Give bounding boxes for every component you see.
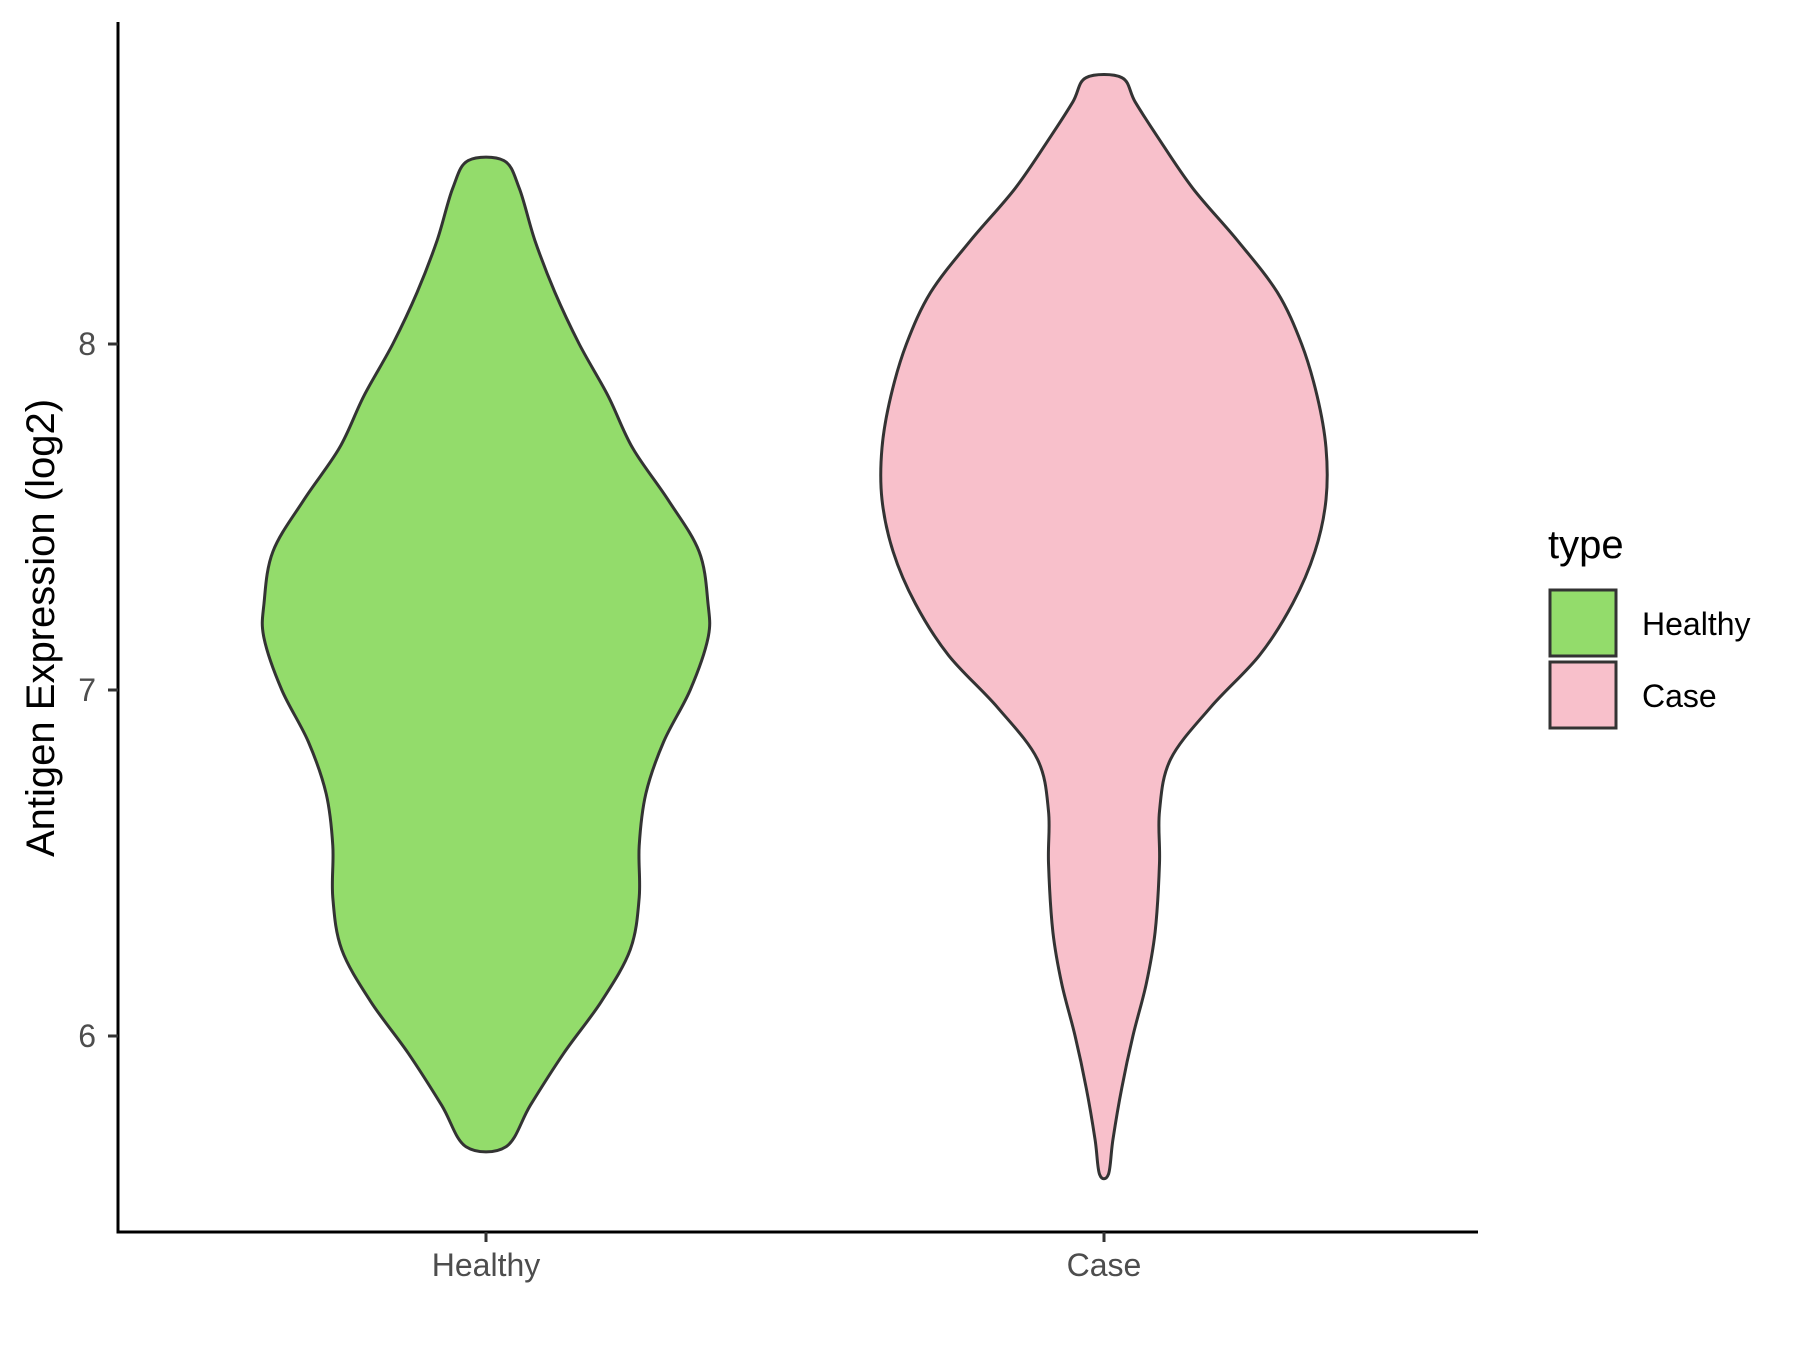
legend: type Healthy Case xyxy=(1548,523,1751,730)
y-tick-label: 6 xyxy=(78,1018,96,1054)
violin-healthy xyxy=(260,155,712,1154)
x-ticks: Healthy Case xyxy=(432,1232,1142,1283)
legend-swatch-healthy xyxy=(1548,588,1618,658)
legend-title: type xyxy=(1548,523,1624,567)
y-tick-label: 7 xyxy=(78,672,96,708)
legend-swatch-case xyxy=(1548,660,1618,730)
legend-label-healthy: Healthy xyxy=(1642,606,1751,642)
y-tick-label: 8 xyxy=(78,326,96,362)
x-tick-label-case: Case xyxy=(1067,1247,1142,1283)
violin-case xyxy=(879,73,1329,1181)
y-ticks: 6 7 8 xyxy=(78,326,118,1054)
y-axis-title: Antigen Expression (log2) xyxy=(19,399,63,857)
violins xyxy=(260,73,1329,1181)
legend-label-case: Case xyxy=(1642,678,1717,714)
x-tick-label-healthy: Healthy xyxy=(432,1247,541,1283)
